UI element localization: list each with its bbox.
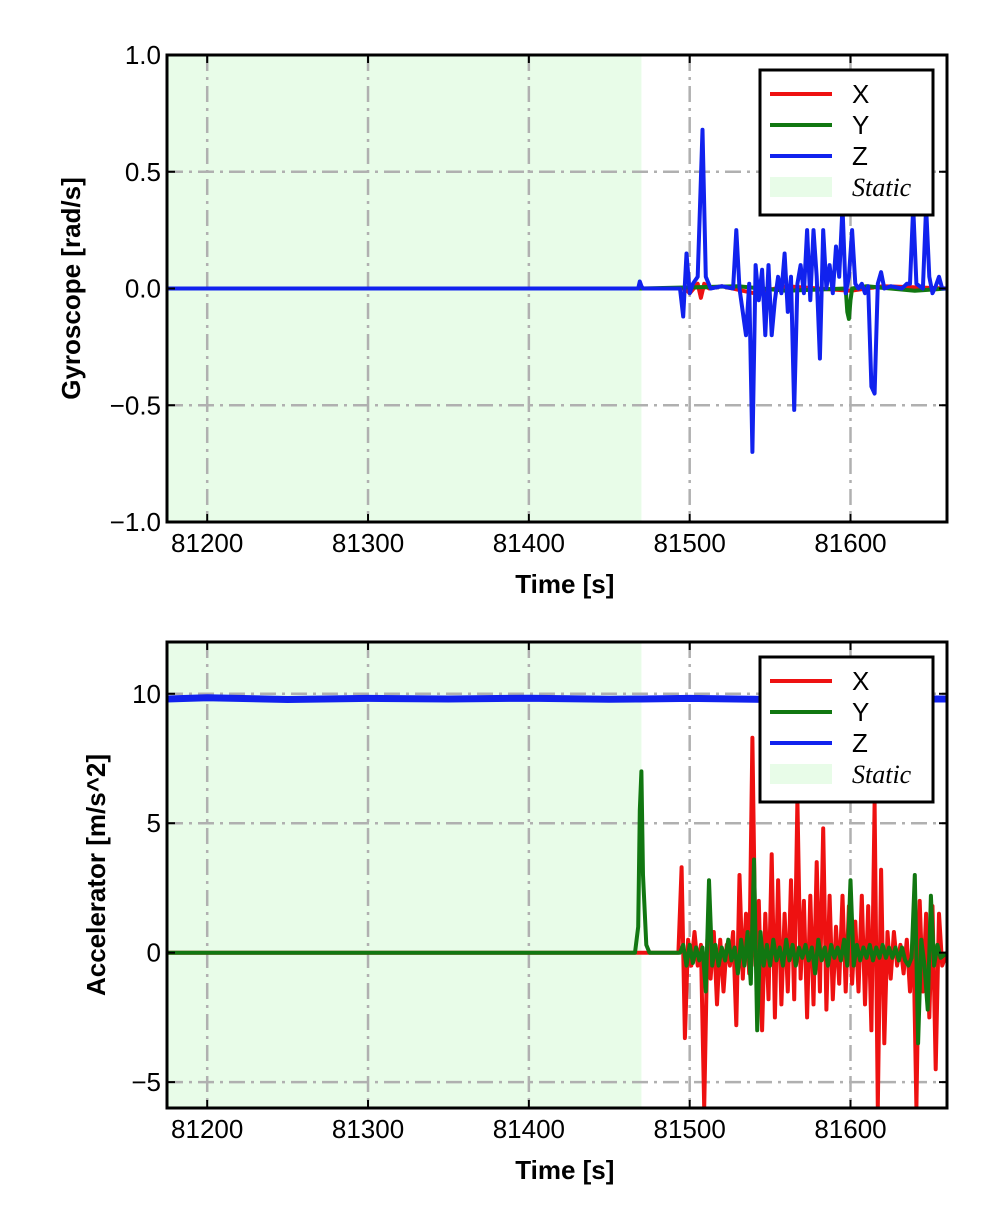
series-line-z xyxy=(167,127,947,454)
y-tick-label: 5 xyxy=(147,808,161,838)
y-tick-label: −0.5 xyxy=(110,390,161,420)
x-axis-label: Time [s] xyxy=(515,569,614,599)
y-axis-label: Gyroscope [rad/s] xyxy=(56,177,86,400)
legend-label-y: Y xyxy=(852,697,869,727)
y-tick-label: −1.0 xyxy=(110,507,161,537)
y-tick-label: 0.5 xyxy=(125,157,161,187)
legend-label-y: Y xyxy=(852,110,869,140)
legend-label-static: Static xyxy=(852,760,912,789)
x-tick-label: 81500 xyxy=(654,1114,726,1144)
x-tick-label: 81300 xyxy=(332,1114,404,1144)
series-line-y xyxy=(167,769,947,1046)
chart-panel-1: 81200 81300 81400 81500 81600 −1.0 −0.5 0.0 0.5 1… xyxy=(56,40,949,599)
x-tick-label: 81500 xyxy=(654,528,726,558)
y-tick-label: 0 xyxy=(147,938,161,968)
static-region xyxy=(167,642,642,1108)
legend-label-static: Static xyxy=(852,173,912,202)
series-line-x xyxy=(167,735,947,1108)
x-tick-label: 81600 xyxy=(814,1114,886,1144)
plot-frame xyxy=(165,640,949,1110)
x-tick-label: 81200 xyxy=(171,1114,243,1144)
x-tick-label: 81300 xyxy=(332,528,404,558)
legend-swatch-static xyxy=(770,177,832,197)
y-tick-label: 10 xyxy=(132,679,161,709)
x-tick-label: 81400 xyxy=(493,528,565,558)
chart-panel-2: 81200 81300 81400 81500 81600 −5 0 5 10 Time [s] A… xyxy=(81,640,949,1185)
legend-swatch-static xyxy=(770,764,832,784)
y-tick-label: 1.0 xyxy=(125,40,161,70)
legend-label-x: X xyxy=(852,79,869,109)
legend-label-z: Z xyxy=(852,728,868,758)
x-axis-label: Time [s] xyxy=(515,1155,614,1185)
legend-label-x: X xyxy=(852,666,869,696)
x-tick-label: 81200 xyxy=(171,528,243,558)
y-tick-label: −5 xyxy=(131,1067,161,1097)
y-axis-label: Accelerator [m/s^2] xyxy=(81,754,111,996)
legend-label-z: Z xyxy=(852,141,868,171)
y-tick-label: 0.0 xyxy=(125,274,161,304)
x-tick-label: 81600 xyxy=(814,528,886,558)
x-tick-label: 81400 xyxy=(493,1114,565,1144)
